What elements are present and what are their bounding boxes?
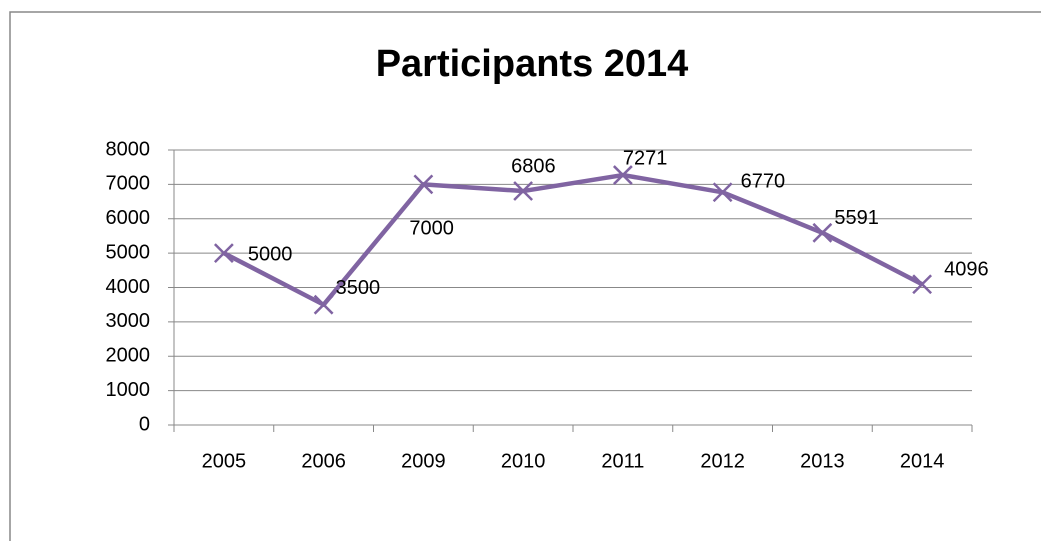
marker bbox=[912, 274, 933, 295]
x-tick-label: 2005 bbox=[202, 450, 247, 472]
y-tick-label: 4000 bbox=[106, 276, 151, 298]
y-tick-label: 6000 bbox=[106, 207, 151, 229]
marker bbox=[313, 294, 334, 315]
data-label: 4096 bbox=[944, 258, 989, 280]
y-tick-label: 3000 bbox=[106, 310, 151, 332]
data-label: 5591 bbox=[834, 207, 879, 229]
y-tick-label: 8000 bbox=[106, 138, 151, 160]
data-label: 7000 bbox=[409, 218, 454, 240]
x-tick-label: 2013 bbox=[800, 450, 845, 472]
y-tick-label: 5000 bbox=[106, 241, 151, 263]
data-label: 3500 bbox=[336, 277, 381, 299]
marker bbox=[812, 222, 833, 243]
x-tick-label: 2011 bbox=[601, 450, 644, 472]
x-tick-label: 2006 bbox=[301, 450, 346, 472]
chart-border bbox=[9, 11, 1041, 541]
y-tick-label: 0 bbox=[139, 413, 150, 435]
marker bbox=[513, 181, 534, 201]
data-label: 6806 bbox=[511, 155, 556, 177]
marker bbox=[213, 243, 234, 264]
x-tick-label: 2010 bbox=[501, 450, 546, 472]
marker bbox=[413, 174, 434, 195]
marker bbox=[612, 165, 633, 185]
y-tick-label: 2000 bbox=[106, 345, 151, 367]
data-label: 6770 bbox=[741, 171, 786, 193]
data-label: 5000 bbox=[248, 243, 293, 265]
x-tick-label: 2014 bbox=[900, 450, 945, 472]
x-tick-label: 2012 bbox=[700, 450, 745, 472]
marker bbox=[712, 182, 733, 203]
y-tick-label: 7000 bbox=[106, 173, 151, 195]
y-tick-label: 1000 bbox=[106, 379, 151, 401]
data-label: 7271 bbox=[623, 147, 668, 169]
line bbox=[222, 172, 924, 307]
x-tick-label: 2009 bbox=[401, 450, 446, 472]
chart-title: Participants 2014 bbox=[376, 43, 689, 85]
